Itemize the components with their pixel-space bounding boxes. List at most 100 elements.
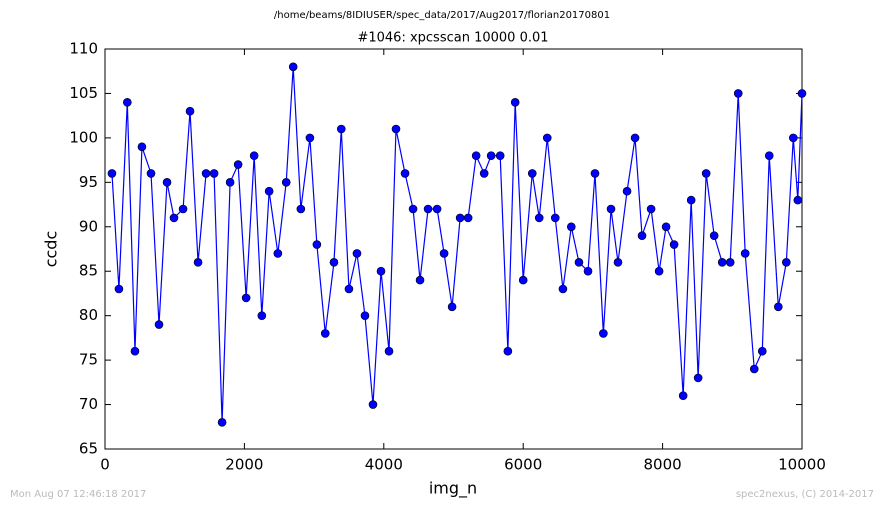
x-tick-label: 2000 (225, 456, 263, 474)
data-point (344, 284, 354, 294)
data-point (107, 169, 117, 178)
y-axis-label: ccdc (42, 231, 61, 268)
series-line (111, 66, 803, 423)
data-point (774, 302, 783, 312)
data-point (352, 249, 362, 258)
data-point (527, 169, 537, 178)
data-point (233, 160, 243, 169)
data-point (123, 98, 132, 107)
data-point (312, 240, 322, 249)
data-point (558, 284, 568, 294)
data-point (432, 204, 442, 214)
data-point (209, 169, 219, 178)
y-tick-label: 110 (69, 40, 98, 58)
data-point (217, 418, 227, 427)
data-point (281, 178, 291, 187)
data-point (495, 151, 505, 160)
data-point (391, 124, 401, 134)
y-tick-label: 90 (79, 217, 98, 235)
data-point (757, 346, 767, 356)
plot-frame (104, 48, 803, 450)
data-point (408, 204, 418, 214)
data-point (455, 213, 465, 223)
data-point (622, 186, 632, 196)
data-point (733, 89, 743, 98)
data-point (503, 346, 513, 356)
x-axis-label: img_n (429, 479, 477, 499)
data-point (740, 249, 750, 258)
data-point (510, 98, 520, 107)
data-point (749, 364, 759, 374)
data-point (193, 258, 203, 267)
data-point (566, 222, 576, 232)
y-tick-label: 95 (79, 173, 98, 191)
data-point (169, 213, 179, 223)
data-point (225, 178, 235, 187)
data-point (360, 311, 370, 320)
x-tick-label: 0 (100, 456, 110, 474)
data-point (479, 169, 489, 178)
data-point (583, 266, 593, 276)
data-point (376, 266, 386, 276)
data-point (793, 195, 803, 205)
x-tick-label: 6000 (504, 456, 542, 474)
data-point (701, 169, 711, 178)
data-point (661, 222, 671, 232)
chart-subtitle: #1046: xpcsscan 10000 0.01 (357, 31, 548, 46)
data-point (486, 151, 496, 160)
data-point (296, 204, 306, 214)
footer-left: Mon Aug 07 12:46:18 2017 (10, 489, 146, 500)
data-point (288, 62, 298, 72)
data-point (518, 275, 528, 285)
data-point (146, 169, 156, 178)
data-point (646, 204, 656, 214)
x-tick-label: 8000 (644, 456, 682, 474)
data-point (423, 204, 433, 214)
data-point (693, 373, 703, 383)
data-point (630, 133, 640, 143)
y-tick-label: 75 (79, 351, 98, 369)
data-point (613, 258, 623, 267)
data-point (764, 151, 774, 160)
data-point (305, 133, 315, 143)
data-point (162, 178, 172, 187)
x-tick-label: 4000 (365, 456, 403, 474)
data-point (542, 133, 552, 143)
y-tick-label: 70 (79, 395, 98, 413)
data-point (534, 213, 544, 223)
data-point (336, 124, 346, 134)
data-point (154, 320, 164, 329)
data-point (329, 258, 339, 267)
data-point (637, 231, 647, 240)
data-point (178, 204, 188, 214)
x-tick-label: 10000 (778, 456, 826, 474)
data-point (114, 284, 124, 294)
data-point (709, 231, 719, 240)
data-point (471, 151, 481, 160)
data-point (447, 302, 457, 312)
data-point (415, 275, 425, 285)
data-point (384, 346, 394, 356)
data-point (590, 169, 600, 178)
data-point (264, 186, 274, 196)
data-point (599, 329, 608, 338)
data-point (669, 240, 679, 249)
y-tick-label: 100 (69, 128, 98, 146)
data-point (782, 258, 791, 267)
data-point (797, 89, 807, 98)
data-point (654, 266, 664, 276)
y-tick-label: 80 (79, 306, 98, 324)
data-point (257, 311, 267, 320)
data-point (185, 106, 195, 116)
data-point (439, 249, 449, 258)
data-point (686, 195, 696, 205)
data-point (368, 400, 378, 409)
data-point (400, 169, 410, 178)
data-point (273, 249, 283, 258)
data-point (249, 151, 259, 160)
data-point (463, 213, 473, 223)
data-point (320, 329, 330, 338)
chart-title: /home/beams/8IDIUSER/spec_data/2017/Aug2… (274, 10, 610, 21)
data-point (717, 258, 727, 267)
